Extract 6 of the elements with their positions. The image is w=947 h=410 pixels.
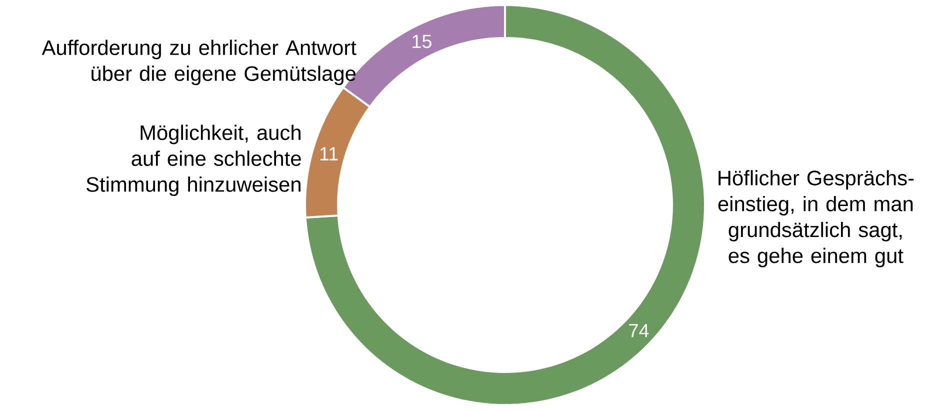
slice-label: Möglichkeit, auch auf eine schlechte Stimmung hinzuweisen <box>86 124 301 196</box>
data-label: 74 <box>629 324 649 338</box>
slice-label: Höflicher Gesprächs-einstieg, in dem man grundsätzlich sagt, es gehe einem gut <box>718 170 914 268</box>
data-label: 15 <box>412 34 432 48</box>
data-label: 11 <box>320 147 338 160</box>
slice-label: Aufforderung zu ehrlicher Antwort über die eigene Gemütslage <box>42 40 356 86</box>
